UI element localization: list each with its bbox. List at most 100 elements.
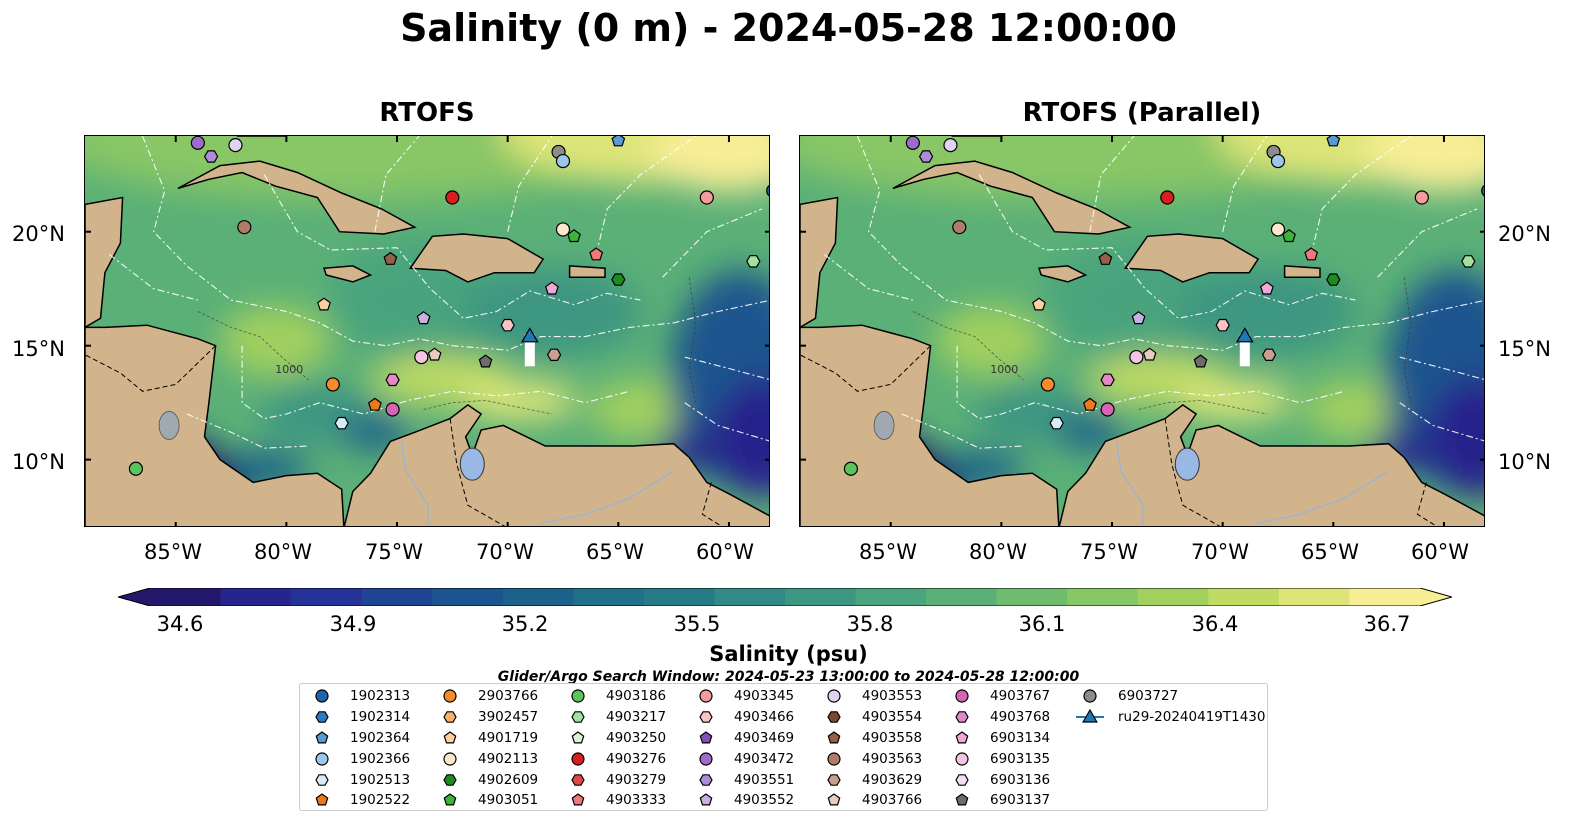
argo-float-2903766[interactable] <box>1040 377 1055 392</box>
legend-marker[interactable] <box>315 793 329 806</box>
legend-marker[interactable] <box>315 731 329 744</box>
legend-marker[interactable] <box>699 731 713 744</box>
argo-float-4903766[interactable] <box>1142 347 1157 361</box>
argo-float-4903552[interactable] <box>1131 311 1146 325</box>
legend-marker[interactable] <box>443 711 457 723</box>
legend-glider-marker[interactable] <box>1082 708 1098 723</box>
argo-float-4903051[interactable] <box>567 229 581 243</box>
argo-float-1902313[interactable] <box>766 184 770 197</box>
argo-float-4903472[interactable] <box>190 136 205 150</box>
legend-marker[interactable] <box>827 773 841 786</box>
argo-float-6903137[interactable] <box>478 354 493 368</box>
legend-marker[interactable] <box>571 711 585 723</box>
map-rtofs[interactable]: 1000 <box>85 136 770 527</box>
legend-marker[interactable] <box>1083 689 1097 703</box>
glider-ru29[interactable] <box>520 327 539 343</box>
argo-float-4902113[interactable] <box>1270 222 1286 237</box>
legend-marker[interactable] <box>827 689 841 703</box>
argo-float-6903135[interactable] <box>414 349 429 365</box>
legend-marker[interactable] <box>827 793 841 806</box>
legend-marker[interactable] <box>827 752 841 766</box>
argo-float-1902513[interactable] <box>1049 416 1064 430</box>
argo-float-4903766[interactable] <box>427 347 442 361</box>
legend-marker[interactable] <box>571 689 585 703</box>
argo-float-4903768[interactable] <box>1100 373 1115 387</box>
legend-marker[interactable] <box>571 752 585 766</box>
argo-float-4903558[interactable] <box>1098 251 1113 265</box>
argo-float-4902113[interactable] <box>555 222 571 237</box>
legend-marker[interactable] <box>571 731 585 744</box>
argo-float-4903466[interactable] <box>500 318 515 332</box>
legend-marker[interactable] <box>827 711 841 723</box>
argo-float-1902366[interactable] <box>555 153 571 169</box>
argo-float-4903276[interactable] <box>445 190 460 205</box>
map-rtofs-parallel[interactable]: 1000 <box>800 136 1485 527</box>
map-panel-rtofs-parallel[interactable]: 1000 <box>799 135 1485 527</box>
argo-float-6903134[interactable] <box>1259 281 1274 295</box>
map-panel-rtofs[interactable]: 1000 <box>84 135 770 527</box>
argo-float-4902609[interactable] <box>1326 273 1341 286</box>
legend-marker[interactable] <box>315 711 329 723</box>
argo-float-1902522[interactable] <box>367 397 382 411</box>
argo-float-4903345[interactable] <box>1414 190 1429 205</box>
argo-float-1902513[interactable] <box>334 416 349 430</box>
legend-marker[interactable] <box>955 711 969 723</box>
legend-marker[interactable] <box>443 752 457 766</box>
argo-float-4903186[interactable] <box>843 461 858 476</box>
argo-float-1902366[interactable] <box>1270 153 1286 169</box>
legend-marker[interactable] <box>827 731 841 744</box>
legend-marker[interactable] <box>955 752 969 766</box>
glider-ru29[interactable] <box>1235 327 1254 343</box>
argo-float-4903466[interactable] <box>1215 318 1230 332</box>
argo-float-4903767[interactable] <box>1100 402 1115 417</box>
argo-float-4903551[interactable] <box>918 150 934 163</box>
legend-marker[interactable] <box>699 711 713 723</box>
argo-float-1902313[interactable] <box>1481 184 1485 197</box>
argo-float-4903767[interactable] <box>385 402 400 417</box>
legend-marker[interactable] <box>571 773 585 786</box>
argo-float-4903051[interactable] <box>1282 229 1296 243</box>
argo-float-4902609[interactable] <box>611 273 626 286</box>
argo-float-4903186[interactable] <box>128 461 143 476</box>
legend-marker[interactable] <box>315 689 329 703</box>
argo-float-6903135[interactable] <box>1129 349 1144 365</box>
argo-float-2903766[interactable] <box>325 377 340 392</box>
legend-marker[interactable] <box>315 752 329 766</box>
argo-float-6903134[interactable] <box>544 281 559 295</box>
argo-float-4903333[interactable] <box>589 247 604 261</box>
argo-float-4903345[interactable] <box>699 190 714 205</box>
legend-marker[interactable] <box>443 773 457 786</box>
argo-float-1902522[interactable] <box>1082 397 1097 411</box>
argo-float-4903629[interactable] <box>546 348 562 361</box>
argo-float-4903558[interactable] <box>383 251 398 265</box>
legend-marker[interactable] <box>571 793 585 806</box>
legend-marker[interactable] <box>699 752 713 766</box>
argo-float-4903553[interactable] <box>228 138 243 153</box>
argo-float-1902364[interactable] <box>1326 136 1341 147</box>
legend-marker[interactable] <box>443 793 457 806</box>
argo-float-4903768[interactable] <box>385 373 400 387</box>
argo-float-4901719[interactable] <box>317 297 331 311</box>
legend-marker[interactable] <box>955 689 969 703</box>
argo-float-4903276[interactable] <box>1160 190 1175 205</box>
legend-marker[interactable] <box>955 773 969 786</box>
argo-float-4903333[interactable] <box>1304 247 1319 261</box>
legend-marker[interactable] <box>699 773 713 786</box>
legend-marker[interactable] <box>699 689 713 703</box>
argo-float-4903217[interactable] <box>1461 255 1476 268</box>
legend-marker[interactable] <box>699 793 713 806</box>
legend-marker[interactable] <box>443 731 457 744</box>
argo-float-1902364[interactable] <box>611 136 626 147</box>
argo-float-4903217[interactable] <box>746 255 761 268</box>
argo-float-4903552[interactable] <box>416 311 431 325</box>
argo-float-4903551[interactable] <box>203 150 219 163</box>
argo-float-6903137[interactable] <box>1193 354 1208 368</box>
legend-marker[interactable] <box>315 773 329 786</box>
argo-float-4901719[interactable] <box>1032 297 1046 311</box>
argo-float-4903563[interactable] <box>237 220 252 235</box>
legend-marker[interactable] <box>443 689 457 703</box>
argo-float-4903553[interactable] <box>943 138 958 153</box>
legend-marker[interactable] <box>955 793 969 806</box>
legend-marker[interactable] <box>955 731 969 744</box>
argo-float-4903472[interactable] <box>905 136 920 150</box>
